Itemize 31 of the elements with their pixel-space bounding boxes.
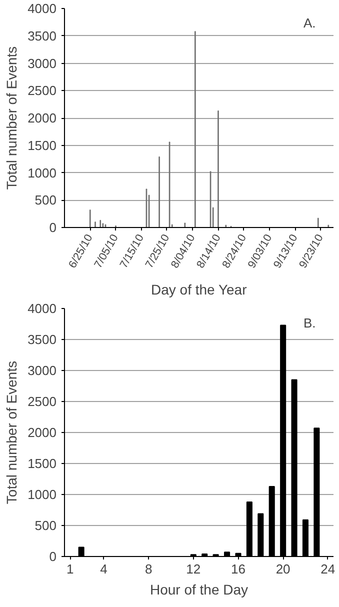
y-tick-label: 0 <box>49 220 57 235</box>
y-tick-label: 2000 <box>28 110 56 126</box>
y-tick-label: 0 <box>49 549 57 564</box>
y-axis-title: Total number of Events <box>4 360 20 504</box>
annotation: A. <box>304 16 316 30</box>
x-tick-label: 20 <box>276 562 290 576</box>
y-tick-label: 500 <box>34 518 57 533</box>
y-tick-label: 2500 <box>28 83 56 98</box>
y-tick-label: 3500 <box>28 332 56 347</box>
y-tick-label: 1500 <box>28 138 56 153</box>
y-tick-label: 2500 <box>28 394 56 409</box>
annotation: B. <box>304 316 316 330</box>
y-tick-label: 4000 <box>28 1 56 16</box>
y-tick-label: 1000 <box>28 487 56 502</box>
x-tick-label: 1 <box>66 562 74 576</box>
y-tick-label: 1000 <box>28 165 56 180</box>
x-tick-label: 24 <box>320 562 336 576</box>
y-tick-label: 2000 <box>28 425 56 440</box>
x-axis-title: Day of the Year <box>151 281 248 298</box>
x-axis-title: Hour of the Day <box>150 582 248 598</box>
y-tick-label: 4000 <box>28 301 56 316</box>
y-tick-label: 3000 <box>28 363 56 378</box>
y-tick-label: 3000 <box>28 56 56 71</box>
x-tick-label: 8 <box>144 562 152 576</box>
x-tick-label: 12 <box>186 562 201 576</box>
x-tick-label: 16 <box>231 562 246 576</box>
x-tick-label: 4 <box>100 562 108 576</box>
y-tick-label: 500 <box>34 192 57 208</box>
y-axis-title: Total number of Events <box>4 46 20 190</box>
y-tick-label: 3500 <box>28 28 56 44</box>
y-tick-label: 1500 <box>28 456 56 471</box>
